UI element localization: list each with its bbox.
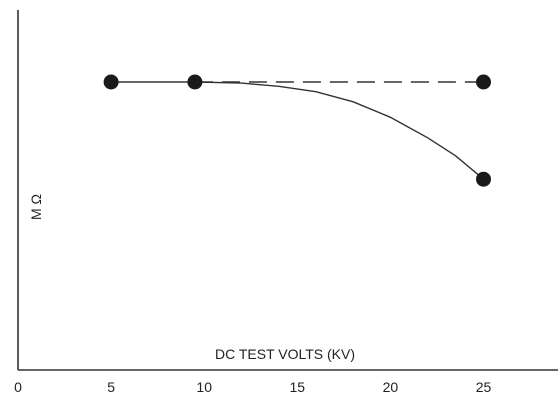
y-axis-title: M Ω (28, 194, 44, 220)
tick-layer: 0 5 10 15 20 25 (14, 379, 491, 395)
marker-layer (103, 74, 491, 187)
x-tick-label-0: 0 (14, 379, 22, 395)
series-line-solid-1 (111, 81, 484, 180)
series-layer (111, 81, 484, 180)
data-point-2 (476, 74, 491, 90)
x-tick-label-10: 10 (196, 379, 212, 395)
x-tick-label-5: 5 (107, 379, 115, 395)
axes (17, 10, 558, 371)
x-tick-label-15: 15 (290, 379, 306, 395)
x-tick-label-20: 20 (383, 379, 399, 395)
data-point-0 (103, 74, 119, 90)
x-axis-title: DC TEST VOLTS (KV) (215, 346, 355, 362)
data-point-1 (187, 74, 203, 90)
data-point-3 (476, 171, 491, 187)
x-tick-label-25: 25 (476, 379, 492, 395)
